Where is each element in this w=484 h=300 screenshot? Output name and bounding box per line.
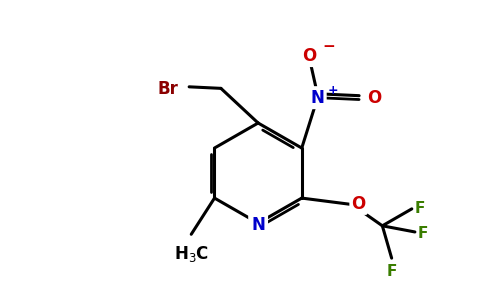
- Text: F: F: [417, 226, 427, 241]
- Text: N: N: [310, 89, 324, 107]
- Text: +: +: [327, 84, 338, 97]
- Text: O: O: [367, 89, 381, 107]
- Text: O: O: [302, 47, 317, 65]
- Text: H$_3$C: H$_3$C: [174, 244, 209, 263]
- Text: N: N: [251, 216, 265, 234]
- Text: F: F: [386, 264, 397, 279]
- Text: −: −: [322, 39, 334, 54]
- Text: O: O: [351, 195, 365, 213]
- Text: Br: Br: [157, 80, 178, 98]
- Text: F: F: [414, 201, 424, 216]
